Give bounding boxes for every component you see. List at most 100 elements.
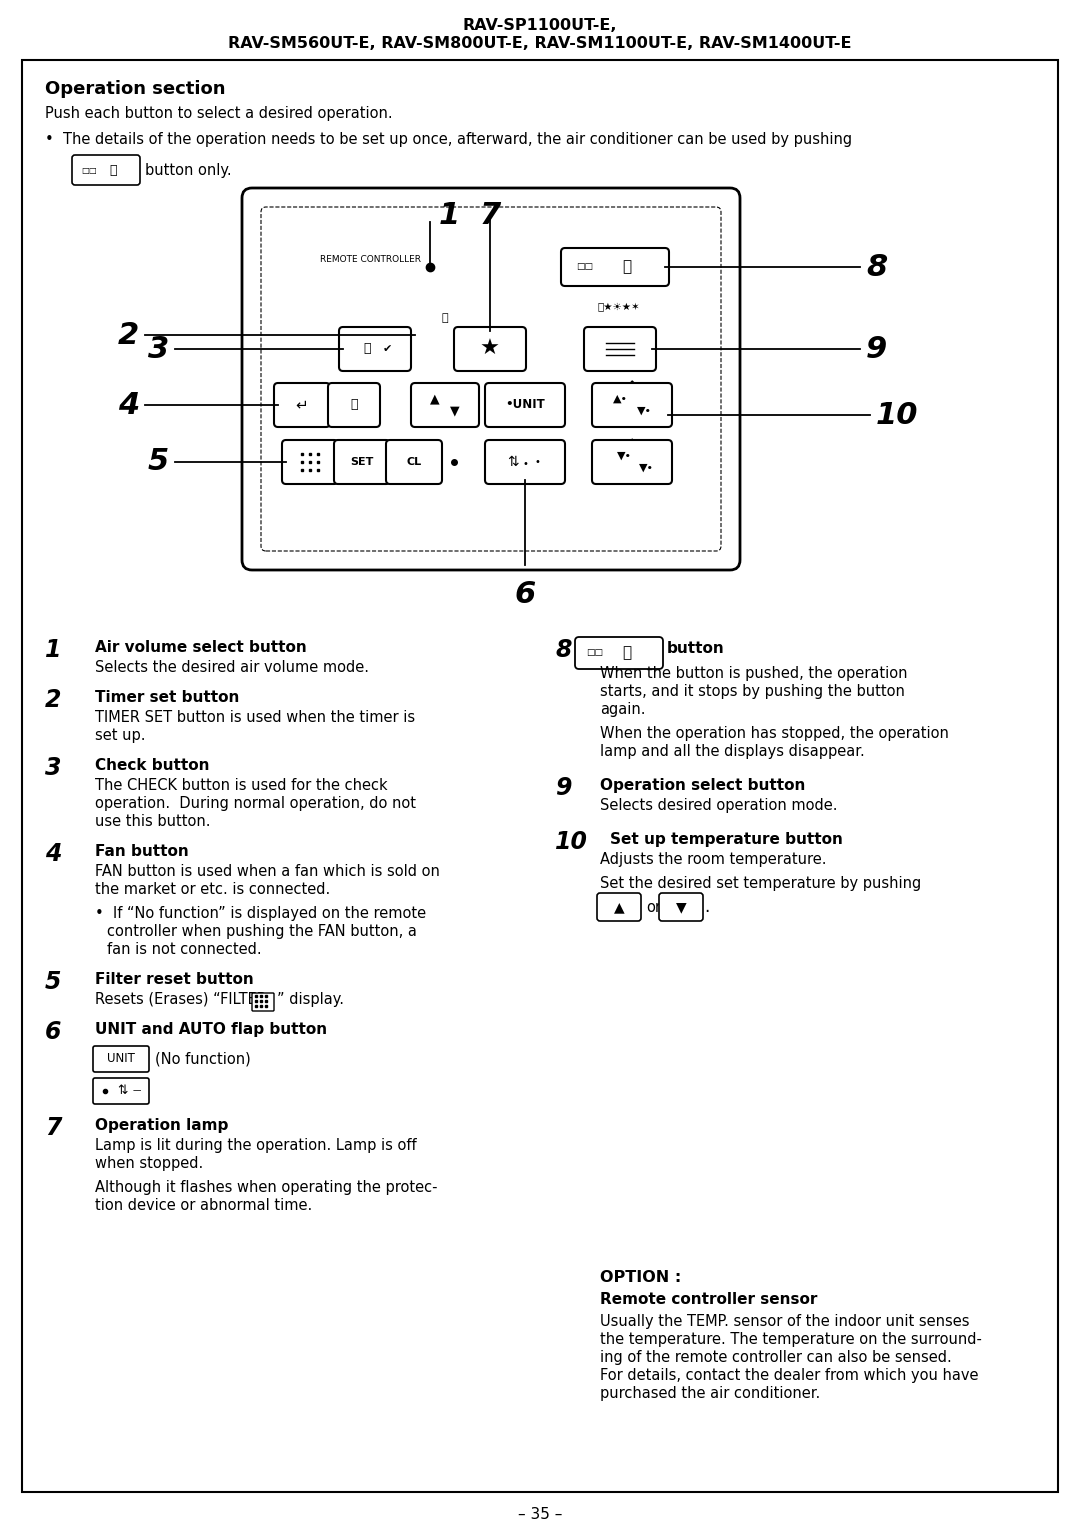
Text: OPTION :: OPTION :: [600, 1270, 681, 1286]
FancyBboxPatch shape: [485, 383, 565, 427]
Text: 6: 6: [45, 1020, 62, 1045]
Text: 2: 2: [45, 688, 62, 712]
Text: REMOTE CONTROLLER: REMOTE CONTROLLER: [320, 255, 420, 264]
FancyBboxPatch shape: [411, 383, 480, 427]
FancyBboxPatch shape: [72, 156, 140, 185]
FancyBboxPatch shape: [584, 326, 656, 371]
Text: Resets (Erases) “FILTER: Resets (Erases) “FILTER: [95, 991, 271, 1006]
Text: starts, and it stops by pushing the button: starts, and it stops by pushing the butt…: [600, 685, 905, 698]
Text: Remote controller sensor: Remote controller sensor: [600, 1292, 818, 1307]
Text: CL: CL: [406, 458, 421, 467]
FancyBboxPatch shape: [282, 441, 338, 483]
Text: Air volume select button: Air volume select button: [95, 640, 307, 656]
FancyBboxPatch shape: [561, 249, 669, 287]
Text: Set up temperature button: Set up temperature button: [610, 833, 842, 846]
FancyBboxPatch shape: [592, 383, 672, 427]
Text: 9: 9: [555, 776, 571, 801]
FancyBboxPatch shape: [659, 894, 703, 921]
Text: set up.: set up.: [95, 727, 146, 743]
Text: ⏻: ⏻: [363, 343, 370, 355]
Text: Timer set button: Timer set button: [95, 689, 240, 705]
Text: (No function): (No function): [156, 1052, 251, 1066]
Text: •: •: [535, 458, 540, 467]
Text: 1: 1: [438, 200, 460, 229]
Text: ⏻: ⏻: [622, 645, 632, 660]
Text: ▲: ▲: [613, 900, 624, 913]
Text: ▼•: ▼•: [636, 406, 651, 416]
Text: Operation section: Operation section: [45, 79, 226, 98]
FancyBboxPatch shape: [592, 441, 672, 483]
Text: ⏱: ⏱: [442, 313, 448, 323]
Text: button: button: [667, 640, 725, 656]
Text: Operation select button: Operation select button: [600, 778, 806, 793]
Text: ⇅: ⇅: [508, 454, 518, 470]
FancyBboxPatch shape: [386, 441, 442, 483]
Text: Selects desired operation mode.: Selects desired operation mode.: [600, 798, 837, 813]
Text: the market or etc. is connected.: the market or etc. is connected.: [95, 881, 330, 897]
Text: 5: 5: [45, 970, 62, 994]
Text: tion device or abnormal time.: tion device or abnormal time.: [95, 1199, 312, 1212]
Text: ★: ★: [480, 339, 500, 358]
FancyBboxPatch shape: [93, 1078, 149, 1104]
FancyBboxPatch shape: [339, 326, 411, 371]
Text: operation.  During normal operation, do not: operation. During normal operation, do n…: [95, 796, 416, 811]
Text: ↕: ↕: [626, 381, 637, 393]
Text: —: —: [133, 1086, 141, 1095]
Text: fan is not connected.: fan is not connected.: [107, 942, 261, 958]
Text: •  The details of the operation needs to be set up once, afterward, the air cond: • The details of the operation needs to …: [45, 133, 852, 146]
Text: Selects the desired air volume mode.: Selects the desired air volume mode.: [95, 660, 369, 676]
Text: ▼•: ▼•: [617, 451, 632, 461]
Text: button only.: button only.: [145, 163, 231, 177]
Text: or: or: [646, 900, 661, 915]
Text: ⏻: ⏻: [622, 259, 632, 274]
Text: ▼: ▼: [450, 404, 460, 418]
Text: Lamp is lit during the operation. Lamp is off: Lamp is lit during the operation. Lamp i…: [95, 1138, 417, 1153]
Text: □□: □□: [577, 262, 594, 271]
Text: Adjusts the room temperature.: Adjusts the room temperature.: [600, 852, 826, 868]
Text: ⏻: ⏻: [109, 163, 117, 177]
Text: TIMER SET button is used when the timer is: TIMER SET button is used when the timer …: [95, 711, 415, 724]
Text: UNIT and AUTO flap button: UNIT and AUTO flap button: [95, 1022, 327, 1037]
Text: Ⓐ★☀★✶: Ⓐ★☀★✶: [598, 302, 640, 313]
Text: •  If “No function” is displayed on the remote: • If “No function” is displayed on the r…: [95, 906, 427, 921]
Text: Check button: Check button: [95, 758, 210, 773]
FancyBboxPatch shape: [242, 188, 740, 570]
Text: the temperature. The temperature on the surround-: the temperature. The temperature on the …: [600, 1331, 982, 1347]
Text: ▲: ▲: [430, 392, 440, 406]
Text: ↵: ↵: [296, 398, 309, 412]
Text: FAN button is used when a fan which is sold on: FAN button is used when a fan which is s…: [95, 865, 440, 878]
FancyBboxPatch shape: [575, 637, 663, 669]
FancyBboxPatch shape: [93, 1046, 149, 1072]
FancyBboxPatch shape: [328, 383, 380, 427]
Text: Fan button: Fan button: [95, 843, 189, 859]
Text: •: •: [522, 459, 528, 470]
Text: 4: 4: [118, 390, 139, 419]
Text: •UNIT: •UNIT: [505, 398, 545, 412]
Text: purchased the air conditioner.: purchased the air conditioner.: [600, 1386, 820, 1401]
Text: Although it flashes when operating the protec-: Although it flashes when operating the p…: [95, 1180, 437, 1196]
Text: ⫰: ⫰: [350, 398, 357, 412]
Text: RAV-SP1100UT-E,: RAV-SP1100UT-E,: [462, 18, 618, 34]
Text: 2: 2: [118, 320, 139, 349]
Text: 9: 9: [866, 334, 888, 363]
Text: Set the desired set temperature by pushing: Set the desired set temperature by pushi…: [600, 875, 921, 891]
FancyBboxPatch shape: [252, 993, 274, 1011]
Text: When the button is pushed, the operation: When the button is pushed, the operation: [600, 666, 907, 682]
Text: □□: □□: [586, 648, 604, 657]
Text: ↓: ↓: [626, 438, 637, 450]
Text: 8: 8: [555, 637, 571, 662]
Text: ▲•: ▲•: [612, 393, 627, 404]
Text: again.: again.: [600, 702, 646, 717]
Text: 10: 10: [555, 830, 588, 854]
Text: RAV-SM560UT-E, RAV-SM800UT-E, RAV-SM1100UT-E, RAV-SM1400UT-E: RAV-SM560UT-E, RAV-SM800UT-E, RAV-SM1100…: [228, 37, 852, 50]
Text: 7: 7: [45, 1116, 62, 1141]
FancyBboxPatch shape: [485, 441, 565, 483]
Text: UNIT: UNIT: [107, 1052, 135, 1066]
Text: When the operation has stopped, the operation: When the operation has stopped, the oper…: [600, 726, 949, 741]
Text: ” display.: ” display.: [276, 991, 345, 1006]
Text: 8: 8: [866, 253, 888, 282]
Text: lamp and all the displays disappear.: lamp and all the displays disappear.: [600, 744, 865, 759]
Text: ✔: ✔: [382, 345, 392, 354]
Text: – 35 –: – 35 –: [517, 1507, 563, 1522]
Text: ing of the remote controller can also be sensed.: ing of the remote controller can also be…: [600, 1350, 951, 1365]
